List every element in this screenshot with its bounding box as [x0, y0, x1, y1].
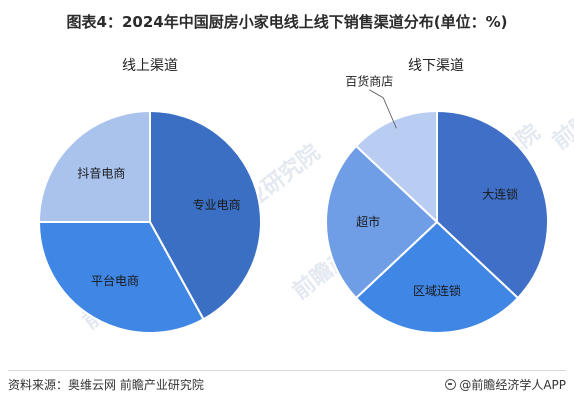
- offline-slice-0: [436, 109, 549, 300]
- offline-label-1: 区域连锁: [413, 283, 461, 298]
- offline-chart-title: 线下渠道: [408, 58, 464, 74]
- online-label-1: 平台电商: [91, 273, 139, 288]
- offline-leader-line-3: [369, 89, 397, 129]
- footer-divider: [8, 370, 566, 371]
- online-slice-0: [149, 109, 262, 321]
- offline-label-2: 超市: [356, 214, 380, 229]
- offline-slice-1: [354, 220, 520, 334]
- watermark-text: 前瞻产业研究院: [548, 39, 574, 154]
- online-label-0: 专业电商: [193, 197, 241, 212]
- online-slice-1: [37, 221, 205, 334]
- chart-title: 图表4：2024年中国厨房小家电线上线下销售渠道分布(单位：%): [66, 13, 508, 31]
- online-slice-2: [37, 109, 151, 223]
- online-chart-title: 线上渠道: [122, 58, 178, 74]
- brand-logo-icon: [445, 379, 457, 390]
- online-label-2: 抖音电商: [77, 165, 125, 180]
- brand-credit: @前瞻经济学人APP: [445, 376, 566, 393]
- offline-label-3: 百货商店: [345, 74, 393, 89]
- source-note: 资料来源：奥维云网 前瞻产业研究院: [8, 378, 204, 392]
- offline-slice-2: [324, 144, 439, 300]
- offline-label-0: 大连锁: [482, 187, 518, 202]
- brand-credit-text: @前瞻经济学人APP: [459, 378, 566, 392]
